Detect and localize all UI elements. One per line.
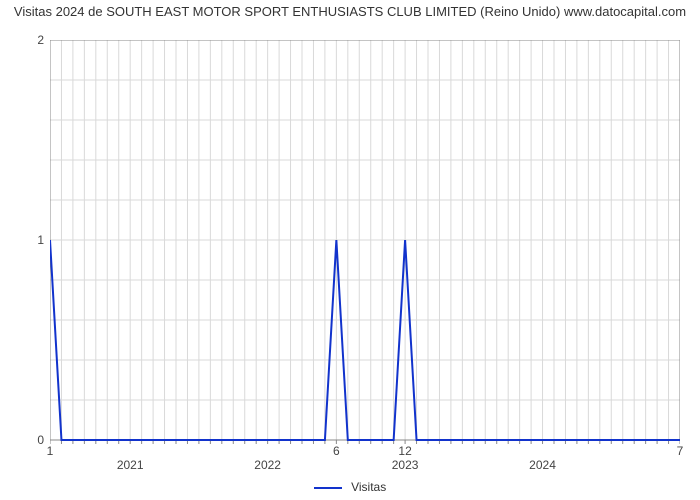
x-data-label: 6 xyxy=(333,444,340,458)
x-year-label: 2022 xyxy=(254,458,281,472)
x-data-label: 12 xyxy=(398,444,411,458)
x-data-label: 1 xyxy=(47,444,54,458)
chart-container: Visitas 2024 de SOUTH EAST MOTOR SPORT E… xyxy=(0,0,700,500)
x-data-label: 7 xyxy=(677,444,684,458)
y-tick-label: 1 xyxy=(37,233,44,247)
y-tick-label: 2 xyxy=(37,33,44,47)
x-year-label: 2024 xyxy=(529,458,556,472)
chart-title: Visitas 2024 de SOUTH EAST MOTOR SPORT E… xyxy=(0,4,700,20)
legend-swatch xyxy=(314,487,342,489)
x-year-label: 2021 xyxy=(117,458,144,472)
legend-label: Visitas xyxy=(351,480,386,494)
chart-legend: Visitas xyxy=(0,480,700,494)
y-tick-label: 0 xyxy=(37,433,44,447)
chart-plot-area xyxy=(50,40,680,440)
line-chart-svg xyxy=(50,40,680,450)
x-year-label: 2023 xyxy=(392,458,419,472)
